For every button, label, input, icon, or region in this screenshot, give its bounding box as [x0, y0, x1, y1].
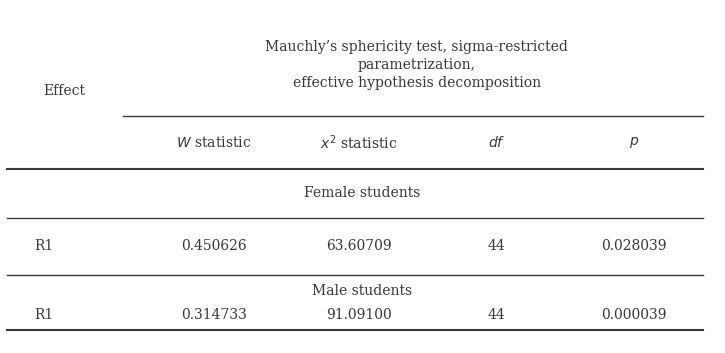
Text: R1: R1: [34, 239, 53, 253]
Text: Female students: Female students: [304, 186, 420, 201]
Text: 44: 44: [488, 239, 505, 253]
Text: 0.450626: 0.450626: [181, 239, 246, 253]
Text: 0.314733: 0.314733: [181, 307, 246, 322]
Text: 63.60709: 63.60709: [326, 239, 392, 253]
Text: $\mathit{x}^2$ statistic: $\mathit{x}^2$ statistic: [320, 133, 397, 151]
Text: R1: R1: [34, 307, 53, 322]
Text: $\mathit{W}$ statistic: $\mathit{W}$ statistic: [176, 135, 252, 150]
Text: 0.000039: 0.000039: [602, 307, 667, 322]
Text: 44: 44: [488, 307, 505, 322]
Text: Effect: Effect: [44, 84, 86, 98]
Text: Male students: Male students: [312, 284, 413, 298]
Text: $\mathit{df}$: $\mathit{df}$: [488, 135, 505, 150]
Text: 0.028039: 0.028039: [602, 239, 667, 253]
Text: 91.09100: 91.09100: [326, 307, 392, 322]
Text: $\mathit{p}$: $\mathit{p}$: [629, 135, 639, 150]
Text: Mauchly’s sphericity test, sigma-restricted
parametrization,
effective hypothesi: Mauchly’s sphericity test, sigma-restric…: [265, 40, 568, 90]
